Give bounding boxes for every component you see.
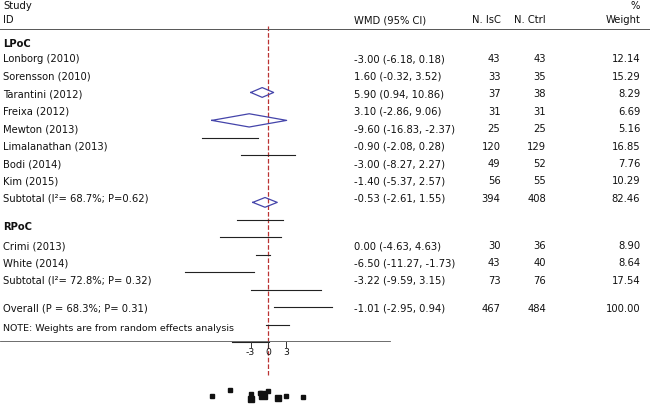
Text: 40: 40 — [534, 258, 546, 268]
Text: 16.85: 16.85 — [612, 142, 640, 152]
Text: 56: 56 — [488, 176, 500, 186]
Text: 484: 484 — [527, 304, 546, 314]
Text: %: % — [631, 1, 640, 11]
Text: 129: 129 — [527, 142, 546, 152]
Text: -3.00 (-6.18, 0.18): -3.00 (-6.18, 0.18) — [354, 54, 445, 64]
Text: ID: ID — [3, 15, 14, 25]
Text: -0.53 (-2.61, 1.55): -0.53 (-2.61, 1.55) — [354, 194, 445, 204]
Text: 30: 30 — [488, 241, 500, 251]
Text: White (2014): White (2014) — [3, 258, 68, 268]
Text: Subtotal (I²= 68.7%; P=0.62): Subtotal (I²= 68.7%; P=0.62) — [3, 194, 149, 204]
Text: 43: 43 — [534, 54, 546, 64]
Text: 38: 38 — [534, 89, 546, 99]
Text: N. Ctrl: N. Ctrl — [514, 15, 546, 25]
Text: 12.14: 12.14 — [612, 54, 640, 64]
Text: 31: 31 — [534, 107, 546, 117]
Text: RPoC: RPoC — [3, 222, 32, 232]
Text: Subtotal (I²= 72.8%; P= 0.32): Subtotal (I²= 72.8%; P= 0.32) — [3, 276, 151, 286]
Text: -3.00 (-8.27, 2.27): -3.00 (-8.27, 2.27) — [354, 159, 445, 169]
Text: 3.10 (-2.86, 9.06): 3.10 (-2.86, 9.06) — [354, 107, 441, 117]
Text: 33: 33 — [488, 72, 500, 82]
Text: 5.90 (0.94, 10.86): 5.90 (0.94, 10.86) — [354, 89, 444, 99]
Text: WMD (95% CI): WMD (95% CI) — [354, 15, 426, 25]
Text: 120: 120 — [482, 142, 500, 152]
Text: 6.69: 6.69 — [618, 107, 640, 117]
Text: 25: 25 — [488, 124, 500, 134]
Text: 1.60 (-0.32, 3.52): 1.60 (-0.32, 3.52) — [354, 72, 441, 82]
Text: Weight: Weight — [605, 15, 640, 25]
Text: Overall (P = 68.3%; P= 0.31): Overall (P = 68.3%; P= 0.31) — [3, 304, 148, 314]
Text: 31: 31 — [488, 107, 500, 117]
Text: 17.54: 17.54 — [612, 276, 640, 286]
Text: 52: 52 — [533, 159, 546, 169]
Text: 394: 394 — [482, 194, 500, 204]
Text: 8.64: 8.64 — [618, 258, 640, 268]
Text: 73: 73 — [488, 276, 500, 286]
Text: -3: -3 — [246, 348, 255, 357]
Text: Sorensson (2010): Sorensson (2010) — [3, 72, 91, 82]
Text: 8.90: 8.90 — [618, 241, 640, 251]
Text: LPoC: LPoC — [3, 38, 31, 48]
Text: Tarantini (2012): Tarantini (2012) — [3, 89, 83, 99]
Text: 76: 76 — [533, 276, 546, 286]
Text: -3.22 (-9.59, 3.15): -3.22 (-9.59, 3.15) — [354, 276, 445, 286]
Text: Mewton (2013): Mewton (2013) — [3, 124, 79, 134]
Text: -6.50 (-11.27, -1.73): -6.50 (-11.27, -1.73) — [354, 258, 456, 268]
Text: Freixa (2012): Freixa (2012) — [3, 107, 70, 117]
Text: Study: Study — [3, 1, 32, 11]
Text: 25: 25 — [533, 124, 546, 134]
Text: 55: 55 — [533, 176, 546, 186]
Text: 43: 43 — [488, 54, 500, 64]
Text: Crimi (2013): Crimi (2013) — [3, 241, 66, 251]
Text: 37: 37 — [488, 89, 500, 99]
Text: 36: 36 — [534, 241, 546, 251]
Text: Limalanathan (2013): Limalanathan (2013) — [3, 142, 108, 152]
Text: NOTE: Weights are from random effects analysis: NOTE: Weights are from random effects an… — [3, 324, 234, 332]
Text: -9.60 (-16.83, -2.37): -9.60 (-16.83, -2.37) — [354, 124, 455, 134]
Text: Kim (2015): Kim (2015) — [3, 176, 58, 186]
Text: 0.00 (-4.63, 4.63): 0.00 (-4.63, 4.63) — [354, 241, 441, 251]
Text: 0: 0 — [265, 348, 271, 357]
Text: Bodi (2014): Bodi (2014) — [3, 159, 62, 169]
Text: 35: 35 — [534, 72, 546, 82]
Text: 10.29: 10.29 — [612, 176, 640, 186]
Text: 100.00: 100.00 — [606, 304, 640, 314]
Text: 8.29: 8.29 — [618, 89, 640, 99]
Text: Lonborg (2010): Lonborg (2010) — [3, 54, 80, 64]
Text: 467: 467 — [482, 304, 500, 314]
Text: 408: 408 — [527, 194, 546, 204]
Text: -0.90 (-2.08, 0.28): -0.90 (-2.08, 0.28) — [354, 142, 445, 152]
Text: 82.46: 82.46 — [612, 194, 640, 204]
Text: 3: 3 — [283, 348, 289, 357]
Text: 5.16: 5.16 — [618, 124, 640, 134]
Text: 43: 43 — [488, 258, 500, 268]
Text: -1.01 (-2.95, 0.94): -1.01 (-2.95, 0.94) — [354, 304, 445, 314]
Text: 7.76: 7.76 — [618, 159, 640, 169]
Text: 15.29: 15.29 — [612, 72, 640, 82]
Text: 49: 49 — [488, 159, 500, 169]
Text: -1.40 (-5.37, 2.57): -1.40 (-5.37, 2.57) — [354, 176, 445, 186]
Text: N. IsC: N. IsC — [472, 15, 500, 25]
